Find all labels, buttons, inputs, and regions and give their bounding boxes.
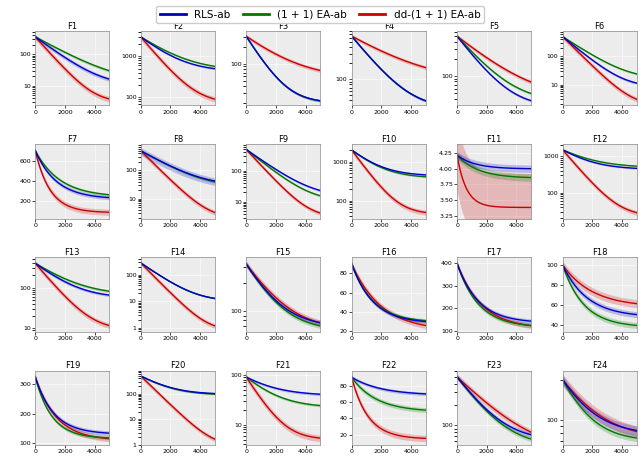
Title: F16: F16	[381, 248, 397, 258]
Title: F12: F12	[592, 135, 607, 144]
Title: F14: F14	[170, 248, 186, 258]
Title: F21: F21	[276, 361, 291, 370]
Title: F6: F6	[595, 22, 605, 31]
Title: F18: F18	[592, 248, 607, 258]
Title: F22: F22	[381, 361, 396, 370]
Title: F2: F2	[173, 22, 183, 31]
Title: F24: F24	[592, 361, 607, 370]
Title: F3: F3	[278, 22, 289, 31]
Legend: RLS-ab, (1 + 1) EA-ab, dd-(1 + 1) EA-ab: RLS-ab, (1 + 1) EA-ab, dd-(1 + 1) EA-ab	[156, 6, 484, 23]
Title: F4: F4	[383, 22, 394, 31]
Title: F10: F10	[381, 135, 396, 144]
Title: F13: F13	[65, 248, 80, 258]
Title: F20: F20	[170, 361, 186, 370]
Title: F11: F11	[486, 135, 502, 144]
Title: F17: F17	[486, 248, 502, 258]
Title: F23: F23	[486, 361, 502, 370]
Title: F5: F5	[489, 22, 499, 31]
Title: F7: F7	[67, 135, 77, 144]
Title: F19: F19	[65, 361, 80, 370]
Title: F9: F9	[278, 135, 289, 144]
Title: F8: F8	[173, 135, 183, 144]
Title: F15: F15	[276, 248, 291, 258]
Title: F1: F1	[67, 22, 77, 31]
